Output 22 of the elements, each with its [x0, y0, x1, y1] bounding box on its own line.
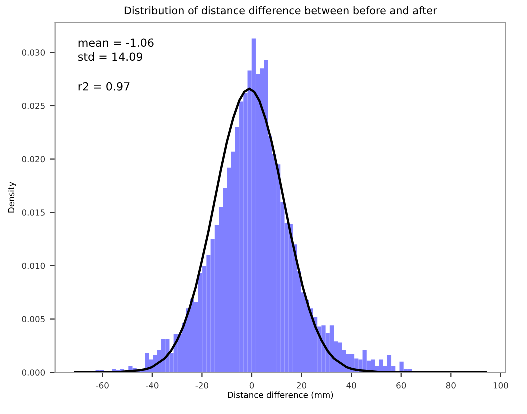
y-tick-label: 0.000 [22, 370, 46, 376]
x-tick-label: 0 [250, 382, 254, 389]
x-tick-label: 40 [346, 382, 356, 389]
y-axis-title: Density [8, 182, 16, 213]
y-tick-label: 0.025 [22, 102, 45, 110]
x-tick-label: 20 [297, 382, 307, 389]
x-tick-label: 100 [494, 382, 508, 389]
y-tick-label: 0.015 [22, 210, 45, 216]
annotation: std = 14.09 [78, 52, 142, 62]
chart-title: Distribution of distance difference between before and after [124, 6, 438, 15]
x-tick-label: -40 [146, 382, 159, 389]
annotation: r2 = 0.97 [78, 82, 130, 91]
x-tick-label: -60 [96, 382, 109, 389]
annotation: mean = -1.06 [78, 38, 154, 48]
x-axis-title: Distance difference (mm) [228, 392, 334, 400]
x-tick-label: 80 [446, 382, 456, 389]
y-tick-label: 0.005 [22, 316, 45, 323]
x-tick-label: 60 [396, 382, 406, 389]
y-tick-label: 0.030 [22, 50, 46, 56]
y-tick-label: 0.010 [22, 262, 46, 270]
x-tick-label: -20 [196, 382, 208, 389]
y-tick-label: 0.020 [22, 156, 46, 163]
